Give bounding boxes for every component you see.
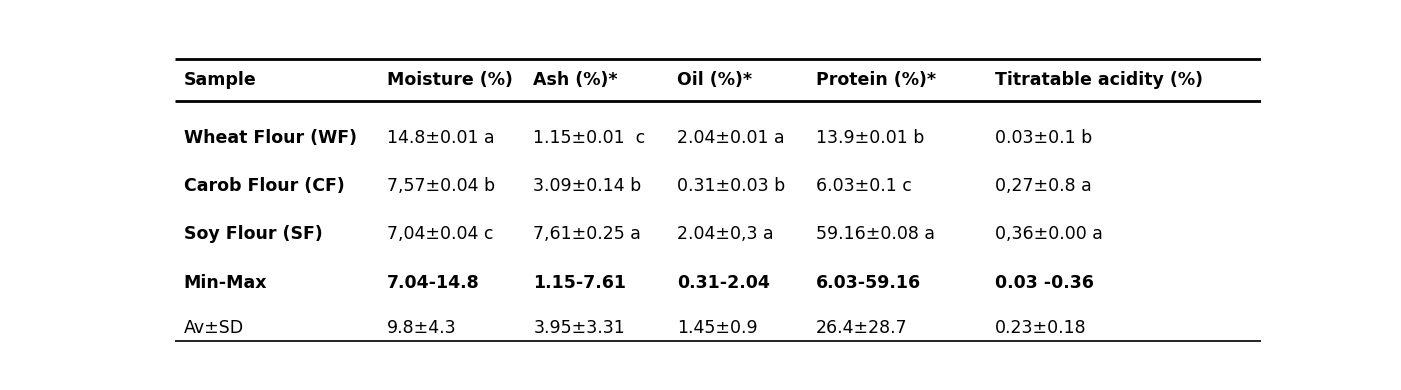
- Text: Moisture (%): Moisture (%): [387, 71, 513, 89]
- Text: 3.95±3.31: 3.95±3.31: [534, 319, 625, 337]
- Text: 9.8±4.3: 9.8±4.3: [387, 319, 457, 337]
- Text: 1.15-7.61: 1.15-7.61: [534, 273, 626, 292]
- Text: 0.31-2.04: 0.31-2.04: [677, 273, 769, 292]
- Text: Soy Flour (SF): Soy Flour (SF): [184, 225, 322, 243]
- Text: Protein (%)*: Protein (%)*: [815, 71, 936, 89]
- Text: Oil (%)*: Oil (%)*: [677, 71, 752, 89]
- Text: 7,57±0.04 b: 7,57±0.04 b: [387, 177, 495, 195]
- Text: 0.31±0.03 b: 0.31±0.03 b: [677, 177, 785, 195]
- Text: 6.03-59.16: 6.03-59.16: [815, 273, 920, 292]
- Text: 0,27±0.8 a: 0,27±0.8 a: [995, 177, 1091, 195]
- Text: Carob Flour (CF): Carob Flour (CF): [184, 177, 345, 195]
- Text: 6.03±0.1 c: 6.03±0.1 c: [815, 177, 912, 195]
- Text: 7.04-14.8: 7.04-14.8: [387, 273, 479, 292]
- Text: 0.03±0.1 b: 0.03±0.1 b: [995, 129, 1093, 147]
- Text: 0,36±0.00 a: 0,36±0.00 a: [995, 225, 1103, 243]
- Text: Wheat Flour (WF): Wheat Flour (WF): [184, 129, 357, 147]
- Text: 1.15±0.01  c: 1.15±0.01 c: [534, 129, 646, 147]
- Text: 3.09±0.14 b: 3.09±0.14 b: [534, 177, 642, 195]
- Text: Av±SD: Av±SD: [184, 319, 244, 337]
- Text: 0.23±0.18: 0.23±0.18: [995, 319, 1087, 337]
- Text: 7,61±0.25 a: 7,61±0.25 a: [534, 225, 642, 243]
- Text: 1.45±0.9: 1.45±0.9: [677, 319, 758, 337]
- Text: Titratable acidity (%): Titratable acidity (%): [995, 71, 1203, 89]
- Text: 59.16±0.08 a: 59.16±0.08 a: [815, 225, 934, 243]
- Text: Min-Max: Min-Max: [184, 273, 268, 292]
- Text: 2.04±0.01 a: 2.04±0.01 a: [677, 129, 785, 147]
- Text: 14.8±0.01 a: 14.8±0.01 a: [387, 129, 495, 147]
- Text: 13.9±0.01 b: 13.9±0.01 b: [815, 129, 925, 147]
- Text: 26.4±28.7: 26.4±28.7: [815, 319, 908, 337]
- Text: 7,04±0.04 c: 7,04±0.04 c: [387, 225, 493, 243]
- Text: 2.04±0,3 a: 2.04±0,3 a: [677, 225, 773, 243]
- Text: 0.03 -0.36: 0.03 -0.36: [995, 273, 1094, 292]
- Text: Ash (%)*: Ash (%)*: [534, 71, 618, 89]
- Text: Sample: Sample: [184, 71, 256, 89]
